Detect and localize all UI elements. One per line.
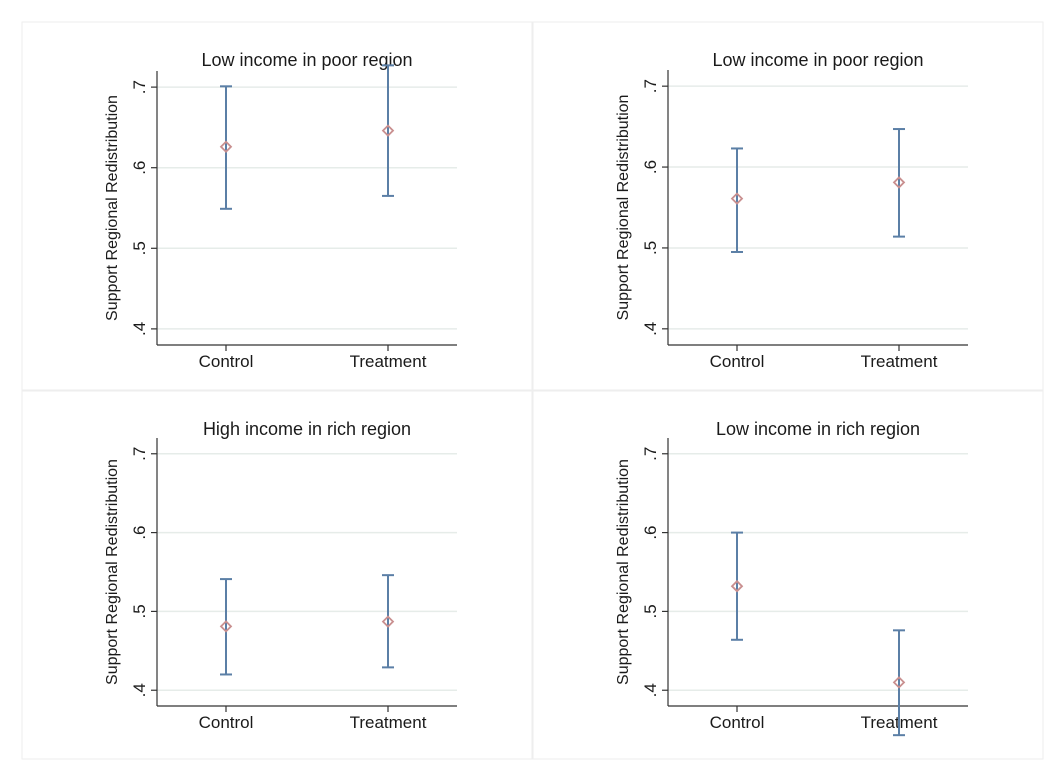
- chart-title: Low income in poor region: [712, 50, 923, 70]
- y-tick-label: .5: [130, 241, 149, 255]
- point-estimate: [892, 176, 906, 189]
- y-axis-title: Support Regional Redistribution: [104, 95, 121, 321]
- chart-panel-2: .4 .5 .6 .7 Control Treatment Support Regional…: [532, 21, 1044, 391]
- x-tick-label: Control: [710, 352, 765, 371]
- x-tick-label: Treatment: [861, 352, 938, 371]
- y-tick-label: .5: [130, 604, 149, 618]
- x-tick-label: Treatment: [350, 713, 427, 732]
- chart-title: High income in rich region: [203, 419, 411, 439]
- y-tick-label: .6: [641, 160, 660, 174]
- x-tick-label: Control: [199, 713, 254, 732]
- point-estimate: [892, 676, 906, 689]
- y-axis-title: Support Regional Redistribution: [104, 459, 121, 685]
- chart-title: Low income in poor region: [201, 50, 412, 70]
- panel-border: [532, 390, 1044, 760]
- point-estimate: [381, 615, 395, 628]
- y-tick-label: .5: [641, 604, 660, 618]
- y-tick-label: .7: [130, 80, 149, 94]
- panel-border: [21, 390, 533, 760]
- point-estimate: [219, 620, 233, 633]
- x-tick-label: Control: [199, 352, 254, 371]
- y-tick-label: .5: [641, 241, 660, 255]
- y-axis-title: Support Regional Redistribution: [615, 459, 632, 685]
- y-tick-label: .7: [641, 79, 660, 93]
- y-tick-label: .4: [130, 322, 149, 336]
- y-tick-label: .4: [641, 322, 660, 336]
- y-tick-label: .4: [130, 683, 149, 697]
- y-axis-title: Support Regional Redistribution: [615, 95, 632, 321]
- chart-panel-1: .4 .5 .6 .7 Control Treatment Support Regional…: [21, 21, 533, 391]
- y-tick-label: .7: [641, 447, 660, 461]
- chart-title: Low income in rich region: [716, 419, 920, 439]
- panel-border: [21, 21, 533, 391]
- point-estimate: [381, 124, 395, 137]
- point-estimate: [730, 192, 744, 205]
- x-tick-label: Treatment: [350, 352, 427, 371]
- y-tick-label: .6: [130, 525, 149, 539]
- x-tick-label: Control: [710, 713, 765, 732]
- point-estimate: [219, 140, 233, 154]
- y-tick-label: .7: [130, 447, 149, 461]
- y-tick-label: .4: [641, 683, 660, 697]
- chart-panel-3: .4 .5 .6 .7 Control Treatment Support Regional…: [21, 390, 533, 760]
- panel-border: [532, 21, 1044, 391]
- y-tick-label: .6: [130, 161, 149, 175]
- y-tick-label: .6: [641, 525, 660, 539]
- point-estimate: [730, 579, 744, 593]
